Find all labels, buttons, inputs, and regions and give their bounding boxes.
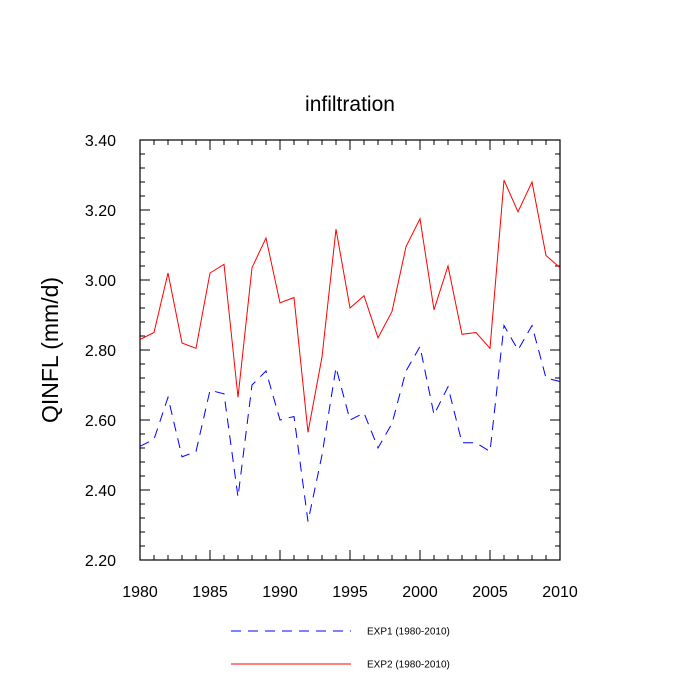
y-tick-label: 2.20 xyxy=(85,553,116,570)
y-axis-label: QINFL (mm/d) xyxy=(37,277,63,423)
x-tick-label: 1985 xyxy=(192,584,228,601)
series-line-2 xyxy=(139,179,561,433)
y-tick-label: 3.40 xyxy=(85,133,116,150)
x-tick-label: 2005 xyxy=(472,584,508,601)
legend-label-1: EXP1 (1980-2010) xyxy=(367,627,450,638)
y-tick-label: 3.20 xyxy=(85,203,116,220)
x-tick-label: 1995 xyxy=(332,584,368,601)
chart-title: infiltration xyxy=(305,93,395,116)
legend: EXP1 (1980-2010) EXP2 (1980-2010) xyxy=(231,627,450,671)
x-tick-label: 2000 xyxy=(402,584,438,601)
legend-label-2: EXP2 (1980-2010) xyxy=(367,660,450,671)
plot-frame xyxy=(139,139,561,561)
y-tick-label: 3.00 xyxy=(85,273,116,290)
series-line-1 xyxy=(139,323,561,522)
x-tick-label: 1980 xyxy=(122,584,158,601)
y-tick-label: 2.80 xyxy=(85,343,116,360)
y-tick-label: 2.40 xyxy=(85,483,116,500)
y-tick-label: 2.60 xyxy=(85,413,116,430)
x-tick-label: 1990 xyxy=(262,584,298,601)
x-tick-label: 2010 xyxy=(542,584,578,601)
plot-area: 1980 1985 1990 1995 2000 2005 2010 2.20 2.40 2.60… xyxy=(85,133,578,601)
